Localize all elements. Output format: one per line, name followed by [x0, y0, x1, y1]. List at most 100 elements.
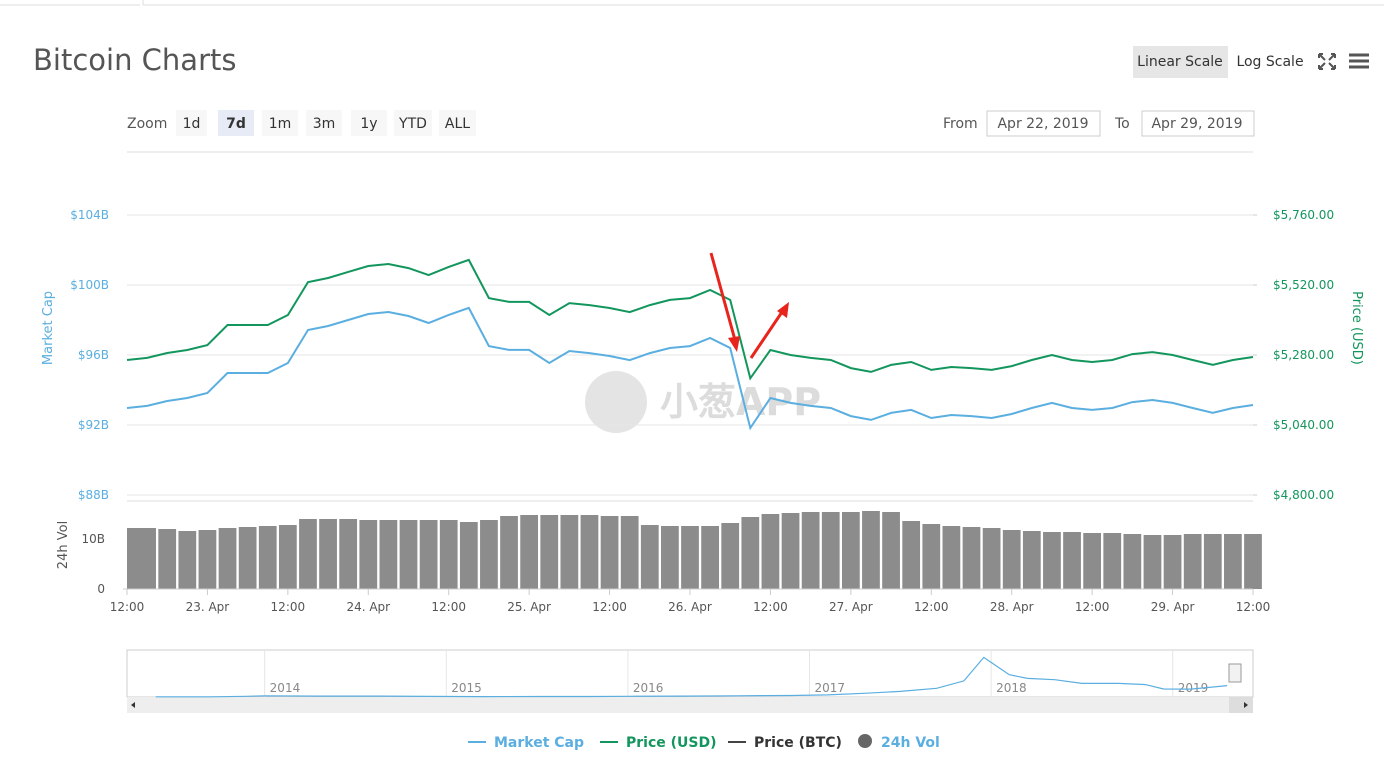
volume-bar — [359, 520, 378, 589]
volume-bar — [1103, 533, 1122, 589]
x-tick-label: 12:00 — [592, 600, 627, 614]
volume-bar — [299, 519, 317, 589]
y-tick-label: $88B — [78, 488, 109, 502]
navigator-handle[interactable] — [1228, 663, 1242, 683]
zoom-button[interactable]: 1m — [269, 116, 292, 132]
volume-bar — [862, 511, 880, 589]
navigator-label: 2018 — [996, 681, 1027, 695]
to-input[interactable] — [1141, 110, 1255, 137]
legend-label[interactable]: 24h Vol — [881, 735, 940, 751]
volume-bar — [319, 519, 337, 589]
annotation-arrow-head — [777, 302, 789, 318]
y-tick-label: $100B — [70, 278, 109, 292]
volume-bar — [520, 515, 539, 589]
navigator-label: 2017 — [814, 681, 845, 695]
volume-bar — [942, 526, 961, 589]
volume-bar — [640, 525, 659, 589]
volume-bar — [922, 524, 941, 589]
y2-tick-label: $5,280.00 — [1273, 348, 1334, 362]
volume-axis-title: 24h Vol — [56, 521, 71, 569]
volume-bar — [1163, 535, 1182, 589]
y2-tick-label: $5,520.00 — [1273, 278, 1334, 292]
y2-tick-label: $5,040.00 — [1273, 418, 1334, 432]
zoom-button[interactable]: 7d — [226, 116, 246, 132]
zoom-button[interactable]: ALL — [445, 116, 470, 132]
volume-bar — [741, 517, 760, 589]
volume-bar — [1083, 533, 1102, 589]
volume-bar — [962, 527, 981, 589]
zoom-button-bg[interactable] — [176, 110, 207, 136]
volume-bar — [278, 525, 297, 589]
scroll-left[interactable] — [131, 702, 135, 708]
zoom-button[interactable]: YTD — [398, 116, 427, 132]
x-tick-label: 23. Apr — [186, 600, 230, 614]
y2-axis-title: Price (USD) — [1349, 291, 1364, 365]
zoom-button-bg[interactable] — [306, 110, 342, 136]
to-date[interactable]: Apr 29, 2019 — [1151, 116, 1242, 132]
volume-bar — [801, 512, 820, 589]
volume-bar — [1244, 534, 1262, 589]
fullscreen-icon[interactable] — [1318, 53, 1336, 70]
zoom-button[interactable]: 1y — [360, 116, 377, 132]
zoom-button-bg[interactable] — [218, 110, 254, 136]
annotation-arrow — [749, 311, 784, 359]
navigator-label: 2019 — [1178, 681, 1209, 695]
legend-swatch[interactable] — [858, 734, 872, 748]
volume-bar — [1143, 535, 1162, 589]
navigator-line — [155, 656, 1228, 698]
from-date[interactable]: Apr 22, 2019 — [997, 116, 1088, 132]
zoom-button-bg[interactable] — [351, 110, 387, 136]
navigator-label: 2016 — [633, 681, 664, 695]
zoom-button[interactable]: 1d — [183, 116, 201, 132]
x-tick-label: 28. Apr — [990, 600, 1034, 614]
zoom-button[interactable]: 3m — [313, 116, 336, 132]
volume-bar — [600, 516, 619, 589]
legend-label[interactable]: Price (USD) — [626, 735, 717, 751]
scale-button[interactable]: Log Scale — [1236, 54, 1303, 70]
volume-bar — [238, 527, 257, 589]
volume-bar — [1002, 530, 1021, 589]
volume-bar — [1022, 531, 1041, 589]
volume-bar — [399, 520, 418, 589]
volume-bar — [500, 516, 518, 589]
volume-bar — [178, 531, 197, 589]
volume-bar — [138, 528, 156, 589]
volume-bar — [982, 528, 1001, 589]
zoom-group: 1d 7d 1m 3m 1y YTD ALL — [176, 110, 476, 136]
x-tick-label: 24. Apr — [346, 600, 390, 614]
from-input[interactable] — [986, 110, 1101, 137]
volume-bar — [761, 514, 780, 589]
volume-bar — [681, 526, 699, 589]
volume-bar — [198, 530, 217, 589]
page-title: Bitcoin Charts — [33, 43, 236, 77]
volume-bar — [701, 526, 719, 589]
navigator-label: 2015 — [451, 681, 482, 695]
volume-bar — [1063, 532, 1081, 589]
x-tick-label: 26. Apr — [668, 600, 712, 614]
scale-button[interactable]: Linear Scale — [1137, 54, 1223, 70]
y-tick-label: $92B — [78, 418, 109, 432]
annotation-arrow — [709, 252, 737, 341]
legend-label[interactable]: Market Cap — [494, 735, 584, 751]
zoom-button-bg[interactable] — [439, 110, 476, 136]
x-tick-label: 12:00 — [271, 600, 306, 614]
volume-bar — [620, 516, 639, 589]
menu-icon[interactable] — [1349, 53, 1369, 69]
x-tick-label: 12:00 — [753, 600, 788, 614]
scroll-right[interactable] — [1244, 702, 1248, 708]
volume-tick-label: 0 — [97, 582, 105, 596]
scroll-thumb[interactable] — [1229, 697, 1253, 713]
volume-bar — [781, 513, 800, 589]
legend-label[interactable]: Price (BTC) — [754, 735, 842, 751]
volume-bar — [1203, 534, 1222, 589]
zoom-button-bg[interactable] — [394, 110, 432, 136]
scale-button-bg[interactable] — [1133, 46, 1228, 78]
y-tick-label: $96B — [78, 348, 109, 362]
zoom-label: Zoom — [127, 116, 167, 132]
volume-bar — [339, 519, 358, 589]
scrollbar[interactable] — [127, 697, 1253, 713]
volume-bar — [821, 512, 840, 589]
zoom-button-bg[interactable] — [262, 110, 298, 136]
